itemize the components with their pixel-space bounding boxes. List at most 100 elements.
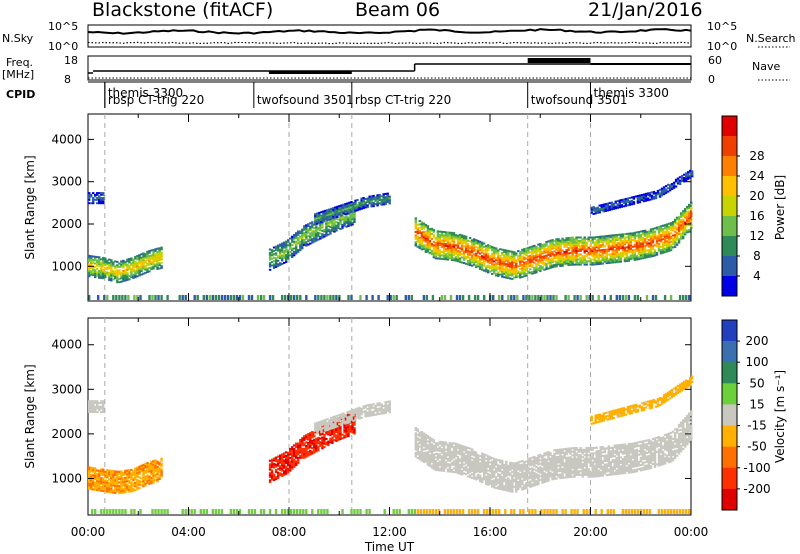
data-cell <box>352 205 355 208</box>
data-cell <box>152 461 155 464</box>
data-cell <box>611 241 614 244</box>
data-cell <box>120 482 123 485</box>
data-cell <box>317 226 320 229</box>
data-cell <box>122 269 125 272</box>
data-cell <box>579 248 582 251</box>
data-cell <box>603 252 606 255</box>
data-cell <box>585 248 588 251</box>
data-cell <box>515 260 518 263</box>
data-cell <box>659 225 663 228</box>
data-cell <box>144 466 147 469</box>
data-cell <box>565 245 568 248</box>
data-cell <box>452 453 456 456</box>
data-cell <box>577 236 580 239</box>
data-cell <box>478 245 482 248</box>
data-cell <box>608 205 611 208</box>
data-cell <box>454 251 458 254</box>
data-cell <box>649 235 653 238</box>
data-cell <box>281 462 284 465</box>
data-cell <box>108 277 111 280</box>
data-cell <box>521 258 524 261</box>
data-cell <box>370 205 373 208</box>
data-cell <box>108 278 111 281</box>
data-cell <box>313 449 316 452</box>
data-cell <box>150 249 153 252</box>
data-cell <box>418 456 421 459</box>
data-cell <box>617 243 620 246</box>
data-cell <box>541 260 544 263</box>
data-cell <box>599 259 602 262</box>
data-cell <box>665 248 669 251</box>
data-cell <box>434 252 438 255</box>
data-cell <box>108 482 111 485</box>
data-cell <box>374 196 377 199</box>
data-cell <box>416 245 419 248</box>
data-cell <box>337 435 340 438</box>
data-cell <box>136 270 139 273</box>
data-cell <box>611 261 614 264</box>
data-cell <box>573 263 576 266</box>
ground-scatter-cell <box>579 295 582 300</box>
data-cell <box>100 193 103 196</box>
data-cell <box>100 468 103 471</box>
data-cell <box>541 267 544 270</box>
data-cell <box>336 210 339 213</box>
data-cell <box>372 201 375 204</box>
ground-scatter-cell <box>507 295 510 300</box>
data-cell <box>432 457 436 460</box>
data-cell <box>505 251 508 254</box>
nsearch-label: N.Search <box>746 32 796 45</box>
data-cell <box>456 450 460 453</box>
data-cell <box>557 238 560 241</box>
data-cell <box>470 254 474 257</box>
data-cell <box>462 449 466 452</box>
data-cell <box>614 200 617 203</box>
data-cell <box>623 241 627 244</box>
data-cell <box>136 466 139 469</box>
data-cell <box>348 208 351 211</box>
data-cell <box>470 251 474 254</box>
data-cell <box>600 207 603 210</box>
data-cell <box>651 255 655 257</box>
data-cell <box>440 450 444 453</box>
data-cell <box>460 466 464 469</box>
data-cell <box>565 259 568 262</box>
data-cell <box>350 209 353 212</box>
data-cell <box>499 477 502 480</box>
data-cell <box>138 465 141 468</box>
data-cell <box>270 252 274 255</box>
data-cell <box>549 251 552 254</box>
data-cell <box>460 446 464 449</box>
data-cell <box>507 256 510 259</box>
data-cell <box>593 261 596 264</box>
ground-scatter-cell <box>235 295 239 300</box>
data-cell <box>491 249 494 252</box>
data-cell <box>632 196 636 198</box>
data-cell <box>545 266 548 269</box>
data-cell <box>458 449 462 452</box>
data-cell <box>591 251 594 254</box>
data-cell <box>505 269 508 272</box>
data-cell <box>378 195 381 198</box>
data-cell <box>316 212 319 215</box>
data-cell <box>470 473 474 476</box>
data-cell <box>635 239 639 242</box>
data-cell <box>422 436 426 439</box>
data-cell <box>619 245 622 248</box>
data-cell <box>470 453 474 456</box>
data-cell <box>428 251 432 254</box>
data-cell <box>623 236 627 239</box>
data-cell <box>414 242 417 245</box>
data-cell <box>136 275 139 278</box>
data-cell <box>652 197 656 200</box>
data-cell <box>629 251 633 254</box>
data-cell <box>601 259 604 262</box>
data-cell <box>446 459 450 462</box>
data-cell <box>325 229 328 232</box>
data-cell <box>382 196 385 199</box>
data-cell <box>146 264 149 267</box>
data-cell <box>511 485 514 488</box>
data-cell <box>521 275 524 278</box>
data-cell <box>611 251 614 254</box>
data-cell <box>134 472 137 475</box>
